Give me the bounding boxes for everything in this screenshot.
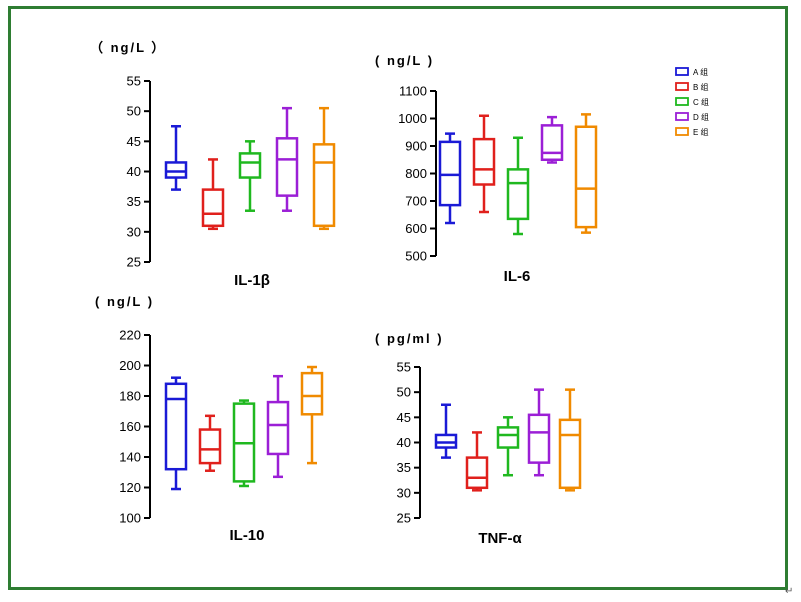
y-tick-label: 140 xyxy=(119,450,141,465)
box-4 xyxy=(275,106,299,212)
box-2 xyxy=(198,414,222,472)
legend-label: B 组 xyxy=(693,82,709,92)
legend-swatch xyxy=(675,112,689,121)
y-tick-label: 40 xyxy=(397,435,411,450)
y-tick-label: 160 xyxy=(119,419,141,434)
box-2 xyxy=(472,114,496,214)
box-2 xyxy=(201,158,225,231)
chart-panel-il-6: ( ng/L ) 500 600 700 800 900 1000 1100 IL-6 xyxy=(375,53,598,285)
x-axis-label: IL-1β xyxy=(234,272,270,289)
legend-swatch xyxy=(675,127,689,136)
box-iqr xyxy=(574,125,598,229)
y-tick-label: 120 xyxy=(119,480,141,495)
box-iqr xyxy=(238,152,262,179)
y-tick-label: 100 xyxy=(119,511,141,526)
box-4 xyxy=(540,115,564,164)
box-iqr xyxy=(201,188,225,228)
y-tick-label: 35 xyxy=(127,194,141,209)
box-5 xyxy=(300,365,324,465)
y-tick-label: 45 xyxy=(397,410,411,425)
y-tick-label: 50 xyxy=(397,385,411,400)
box-3 xyxy=(506,136,530,236)
unit-label: （ ng/L ） xyxy=(90,40,166,55)
x-axis-label: IL-6 xyxy=(504,268,531,285)
box-5 xyxy=(558,388,582,492)
legend-swatch xyxy=(675,82,689,91)
box-iqr xyxy=(275,137,299,197)
box-iqr xyxy=(472,137,496,186)
y-tick-label: 220 xyxy=(119,328,141,343)
box-iqr xyxy=(164,382,188,471)
box-iqr xyxy=(540,124,564,161)
y-tick-label: 25 xyxy=(127,255,141,270)
legend-label: A 组 xyxy=(693,67,708,77)
y-tick-label: 55 xyxy=(397,360,411,375)
box-4 xyxy=(266,374,290,479)
box-1 xyxy=(438,132,462,225)
y-tick-label: 180 xyxy=(119,389,141,404)
y-tick-label: 200 xyxy=(119,358,141,373)
paragraph-mark: ↵ xyxy=(785,586,794,597)
box-iqr xyxy=(465,456,489,490)
box-iqr xyxy=(438,140,462,207)
y-tick-label: 50 xyxy=(127,104,141,119)
y-tick-label: 40 xyxy=(127,164,141,179)
legend-swatch xyxy=(675,97,689,106)
box-iqr xyxy=(558,418,582,490)
box-3 xyxy=(232,399,256,488)
y-tick-label: 900 xyxy=(405,139,427,154)
y-tick-label: 500 xyxy=(405,249,427,264)
box-iqr xyxy=(506,168,530,221)
chart-panel-il-1-: （ ng/L ） 25 30 35 40 45 50 55 IL-1β xyxy=(90,40,336,289)
box-iqr xyxy=(527,413,551,464)
box-iqr xyxy=(434,433,458,449)
y-tick-label: 1100 xyxy=(399,84,427,99)
x-axis-label: IL-10 xyxy=(229,527,264,544)
y-tick-label: 30 xyxy=(127,224,141,239)
unit-label: ( pg/ml ) xyxy=(375,331,444,346)
y-tick-label: 30 xyxy=(397,485,411,500)
legend-label: E 组 xyxy=(693,127,709,137)
box-4 xyxy=(527,388,551,477)
box-2 xyxy=(465,431,489,492)
figure-frame xyxy=(8,6,788,590)
legend-label: D 组 xyxy=(693,112,709,122)
y-tick-label: 55 xyxy=(127,74,141,89)
y-tick-label: 800 xyxy=(405,166,427,181)
y-tick-label: 1000 xyxy=(398,111,427,126)
y-tick-label: 25 xyxy=(397,511,411,526)
y-tick-label: 600 xyxy=(405,221,427,236)
chart-panel-tnf-: ( pg/ml ) 25 30 35 40 45 50 55 TNF-α xyxy=(375,331,582,547)
box-1 xyxy=(164,376,188,491)
box-iqr xyxy=(300,371,324,416)
chart-panel-il-10: ( ng/L ) 100 120 140 160 180 200 220 IL-10 xyxy=(95,294,324,544)
unit-label: ( ng/L ) xyxy=(375,53,434,68)
box-iqr xyxy=(496,426,520,449)
box-3 xyxy=(238,140,262,212)
box-iqr xyxy=(164,161,188,179)
box-1 xyxy=(434,403,458,459)
box-iqr xyxy=(198,428,222,465)
box-5 xyxy=(574,113,598,234)
legend-label: C 组 xyxy=(693,97,709,107)
legend: A 组 B 组 C 组 D 组 E 组 xyxy=(675,67,709,137)
y-tick-label: 700 xyxy=(405,194,427,209)
x-axis-label: TNF-α xyxy=(478,530,522,547)
unit-label: ( ng/L ) xyxy=(95,294,154,309)
box-1 xyxy=(164,125,188,191)
box-iqr xyxy=(266,400,290,456)
y-tick-label: 45 xyxy=(127,134,141,149)
legend-swatch xyxy=(675,67,689,76)
box-iqr xyxy=(312,143,336,228)
box-5 xyxy=(312,106,336,231)
y-tick-label: 35 xyxy=(397,460,411,475)
box-3 xyxy=(496,416,520,477)
